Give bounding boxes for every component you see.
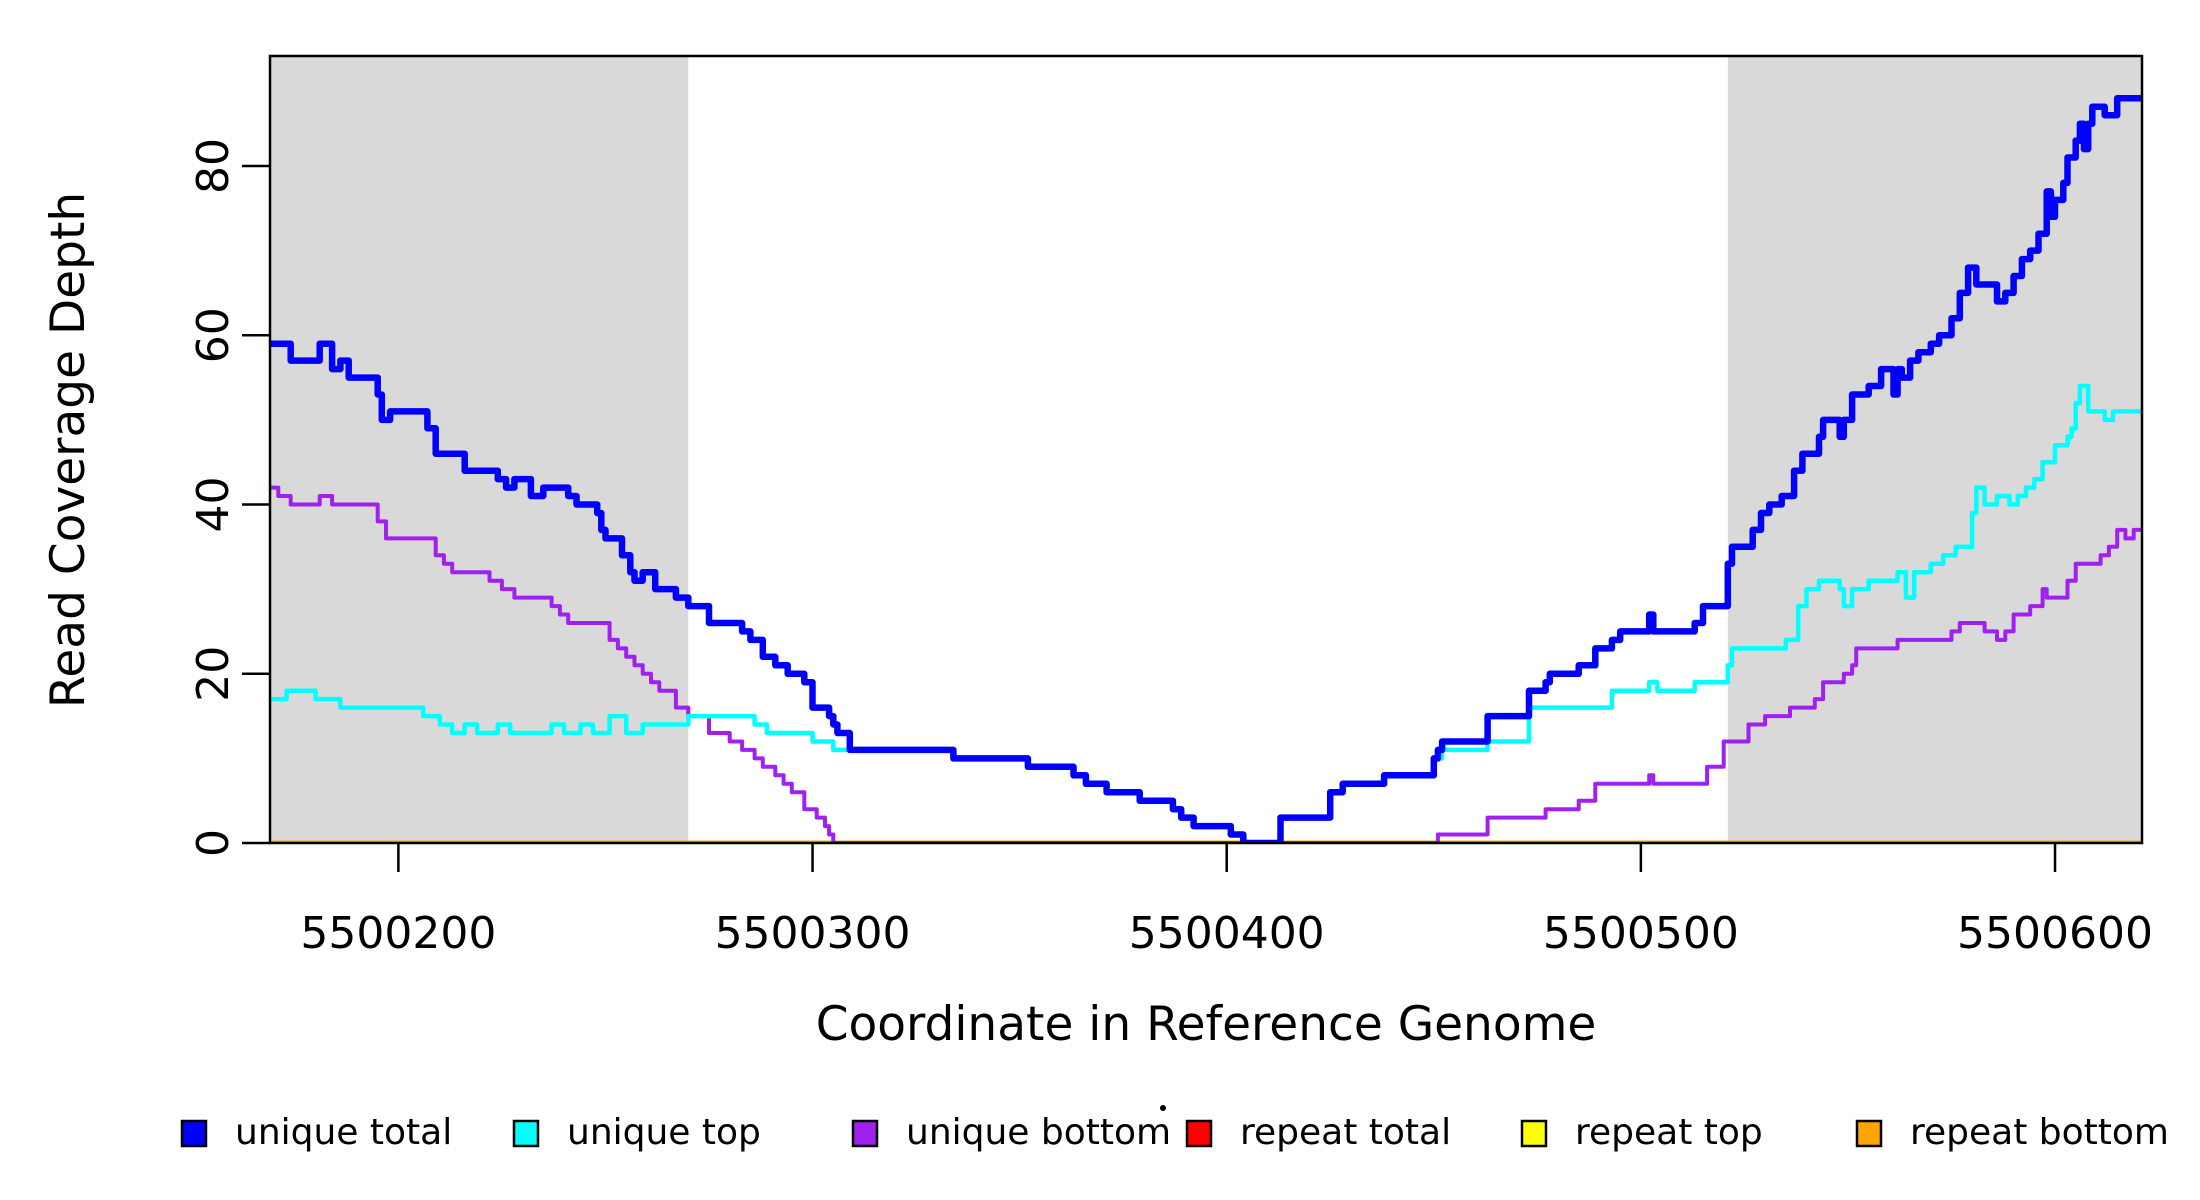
series-line-unique-bottom [270,485,2142,843]
legend-item-unique-bottom: unique bottom [851,1112,1171,1153]
x-tick-label: 5500500 [1543,908,1739,959]
stray-dot [1160,1105,1166,1111]
legend-swatch-unique-top [512,1119,540,1148]
legend-swatch-repeat-top [1520,1119,1548,1148]
legend-item-repeat-total: repeat total [1185,1112,1451,1153]
y-tick-label: 40 [188,477,239,533]
x-tick-label: 5500300 [715,908,911,959]
series-lines [270,95,2142,843]
legend: unique total unique top unique bottom repea… [180,1112,2169,1153]
legend-swatch-repeat-bottom [1855,1119,1883,1148]
x-axis-title: Coordinate in Reference Genome [816,997,1597,1052]
legend-swatch-repeat-total [1185,1119,1213,1148]
series-line-unique-total [270,95,2142,843]
legend-swatch-unique-total [180,1119,208,1148]
shaded-region [1727,56,2142,843]
y-tick-label: 20 [188,646,239,702]
x-tick-label: 5500200 [300,908,496,959]
shaded-region [270,56,689,843]
legend-item-unique-total: unique total [180,1112,452,1153]
series-line-unique-top [270,383,2142,843]
legend-item-repeat-top: repeat top [1520,1112,1763,1153]
x-tick-label: 5500600 [1957,908,2153,959]
legend-label: repeat top [1575,1112,1763,1153]
legend-label: unique total [235,1112,452,1153]
legend-swatch-unique-bottom [851,1119,879,1148]
legend-label: repeat total [1240,1112,1451,1153]
y-axis-title: Read Coverage Depth [41,192,96,708]
y-tick-label: 0 [188,829,239,857]
legend-label: repeat bottom [1910,1112,2169,1153]
shaded-regions [270,56,2142,843]
legend-item-repeat-bottom: repeat bottom [1855,1112,2169,1153]
legend-label: unique bottom [906,1112,1171,1153]
plot-border-box [268,54,2144,845]
legend-label: unique top [567,1112,761,1153]
x-tick-label: 5500400 [1129,908,1325,959]
axes: 5500200 5500300 5500400 5500500 5500600 0 20 40… [188,138,2153,959]
y-tick-label: 60 [188,307,239,363]
legend-item-unique-top: unique top [512,1112,761,1153]
y-tick-label: 80 [188,138,239,194]
